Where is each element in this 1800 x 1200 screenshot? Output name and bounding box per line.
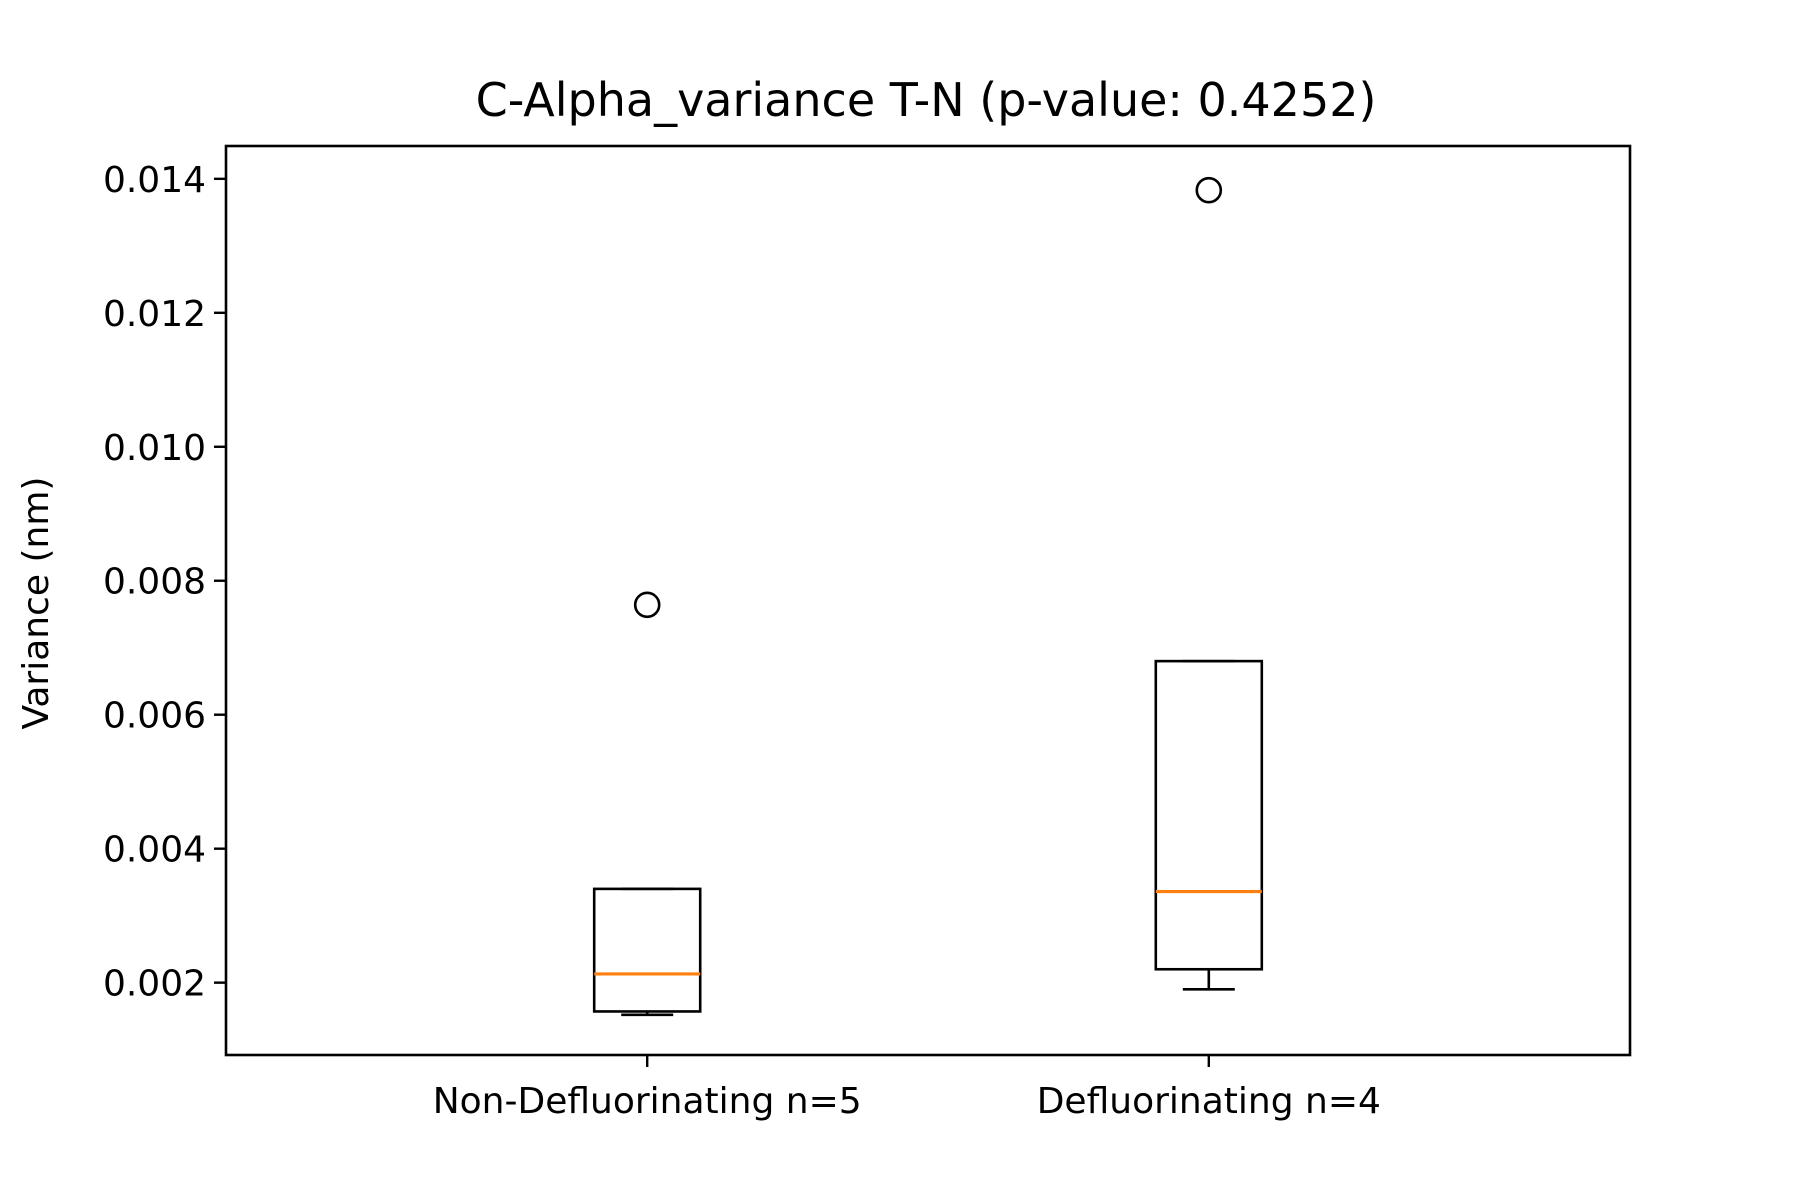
y-tick-label: 0.008: [103, 562, 206, 603]
box-iqr: [1154, 659, 1264, 971]
outlier-point: [633, 591, 661, 619]
box-iqr: [592, 887, 702, 1013]
chart-title: C-Alpha_variance T-N (p-value: 0.4252): [476, 73, 1377, 127]
y-axis-label: Variance (nm): [16, 477, 57, 730]
outlier-point: [1195, 176, 1223, 204]
x-tick-label: Defluorinating n=4: [1037, 1081, 1381, 1122]
y-tick-label: 0.004: [103, 830, 206, 871]
y-tick-label: 0.002: [103, 964, 206, 1005]
y-tick-label: 0.014: [103, 160, 206, 201]
x-tick-label: Non-Defluorinating n=5: [433, 1081, 862, 1122]
plot-area: 0.002 0.004 0.006 0.008 0.010 0.012 0.014 Non-D…: [103, 160, 1381, 1122]
y-tick-label: 0.006: [103, 696, 206, 737]
y-tick-label: 0.012: [103, 294, 206, 335]
plot-frame: [224, 144, 1632, 1057]
y-tick-label: 0.010: [103, 428, 206, 469]
